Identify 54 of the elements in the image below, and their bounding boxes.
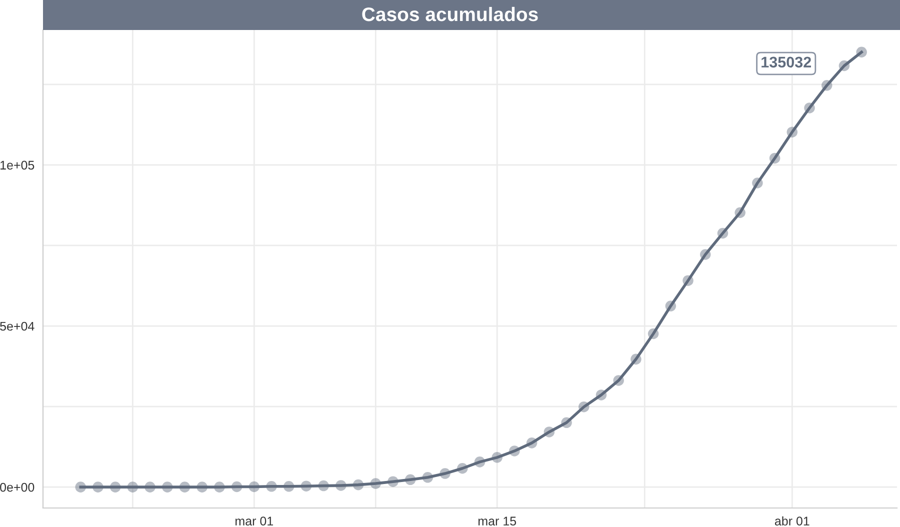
point bbox=[752, 178, 763, 188]
point bbox=[422, 472, 434, 483]
point bbox=[561, 417, 572, 428]
point bbox=[231, 481, 242, 492]
point bbox=[266, 481, 277, 492]
y-tick-label: 0e+00 bbox=[0, 482, 34, 492]
point bbox=[700, 249, 711, 260]
point bbox=[838, 60, 850, 72]
y-tick-label: 5e+04 bbox=[0, 322, 34, 331]
point bbox=[526, 438, 538, 448]
point bbox=[856, 46, 867, 58]
point bbox=[474, 456, 486, 468]
point bbox=[300, 480, 312, 492]
point bbox=[75, 482, 86, 492]
point bbox=[162, 482, 173, 492]
point bbox=[127, 482, 138, 492]
point bbox=[110, 482, 121, 492]
point bbox=[717, 228, 728, 239]
point bbox=[804, 102, 815, 114]
point bbox=[734, 207, 746, 218]
point bbox=[214, 482, 225, 492]
point bbox=[665, 300, 676, 312]
point bbox=[318, 480, 329, 492]
point bbox=[630, 354, 642, 365]
point bbox=[352, 479, 364, 490]
point bbox=[179, 482, 190, 492]
point bbox=[92, 482, 104, 492]
point bbox=[336, 480, 346, 491]
point bbox=[596, 390, 607, 400]
annotation: 135032 bbox=[762, 56, 811, 68]
x-tick-label: abr 01 bbox=[774, 516, 810, 526]
point bbox=[440, 468, 450, 479]
point bbox=[682, 275, 694, 286]
point bbox=[509, 446, 520, 456]
point bbox=[248, 481, 260, 492]
point bbox=[492, 452, 502, 463]
point bbox=[196, 482, 208, 492]
point bbox=[769, 152, 780, 164]
x-tick-label: mar 15 bbox=[478, 516, 516, 526]
chart-title: Casos acumulados bbox=[362, 6, 538, 22]
point bbox=[283, 481, 294, 492]
point bbox=[144, 482, 156, 492]
x-tick-label: mar 01 bbox=[236, 516, 273, 526]
point bbox=[786, 126, 798, 138]
point bbox=[821, 80, 832, 91]
point bbox=[404, 474, 416, 486]
point bbox=[544, 426, 555, 438]
point bbox=[648, 328, 659, 340]
point bbox=[370, 478, 382, 489]
point bbox=[457, 463, 468, 474]
point bbox=[388, 476, 398, 487]
y-tick-label: 1e+05 bbox=[0, 160, 34, 170]
point bbox=[613, 375, 624, 386]
point bbox=[578, 401, 590, 412]
